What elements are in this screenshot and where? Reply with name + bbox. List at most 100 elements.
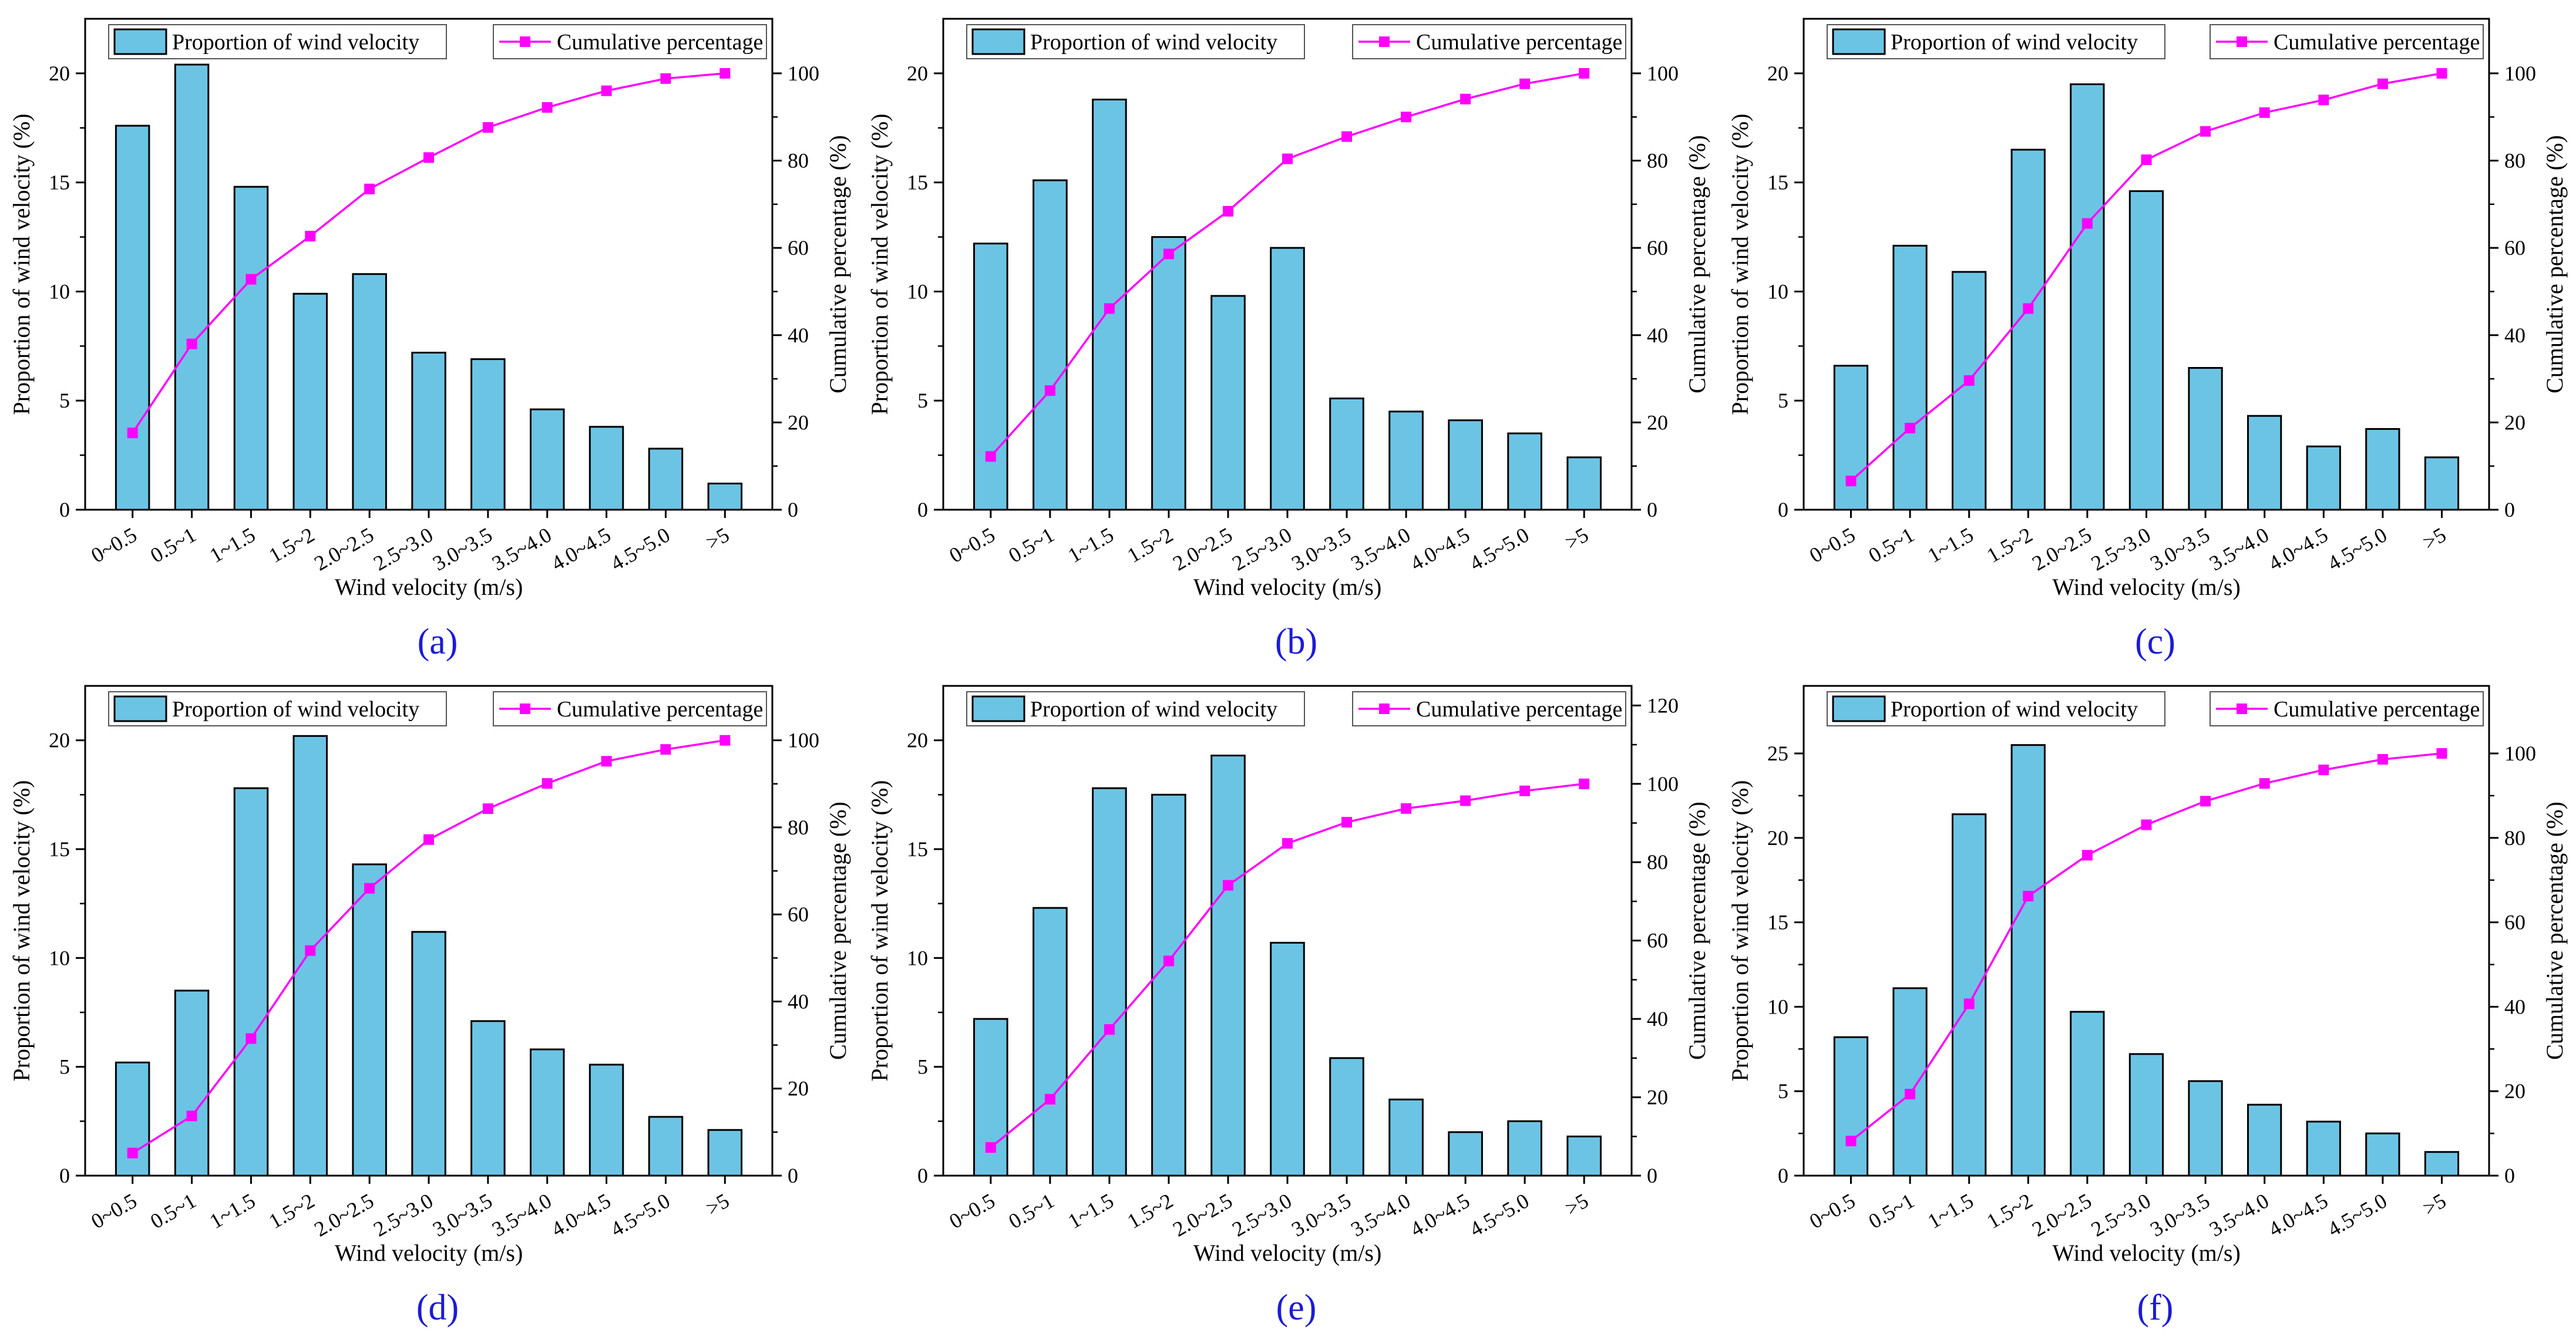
panel-label: (e)	[1276, 1288, 1317, 1328]
cumulative-point	[2141, 819, 2152, 830]
y2-tick-label: 60	[1647, 236, 1668, 260]
cumulative-point	[1401, 803, 1412, 814]
chart-panel-d: 0 5 10 15 20 0 20 40 60 80 100 0~0.5 0.5~1 1~1.5 1.5~2…	[8, 685, 851, 1328]
y-tick-label: 5	[59, 389, 70, 412]
x-tick-label: 0.5~1	[146, 1189, 200, 1233]
bar	[648, 447, 684, 511]
cumulative-point	[1845, 1136, 1857, 1146]
cumulative-point	[601, 756, 612, 767]
chart-panel-e: 0 5 10 15 20 0 20 40 60 80 100 120 0~0.5 0.5~1 1~1.5 1.…	[866, 685, 1710, 1328]
x-tick-label: 4.5~5.0	[2323, 1189, 2391, 1241]
y-tick-label: 10	[1767, 995, 1788, 1018]
bar	[1507, 432, 1542, 511]
cumulative-point	[1223, 206, 1233, 217]
bar	[1270, 247, 1305, 511]
y2-tick-label: 20	[2504, 1079, 2525, 1103]
y2-tick-label: 20	[788, 1077, 809, 1100]
cumulative-point	[305, 945, 316, 956]
x-tick-label: >5	[2419, 523, 2450, 554]
y2-tick-label: 20	[788, 410, 809, 434]
y-tick-label: 15	[907, 837, 928, 861]
cumulative-point	[719, 735, 731, 746]
x-tick-label: 3.5~4.0	[488, 523, 556, 575]
bar	[292, 292, 328, 511]
cumulative-point	[542, 778, 553, 789]
y-tick-label: 20	[907, 62, 928, 85]
x-tick-label: 1.5~2	[1123, 1189, 1176, 1233]
bar	[470, 358, 506, 511]
cumulative-point	[1044, 385, 1055, 396]
y2-tick-label: 80	[2504, 826, 2525, 850]
cumulative-point	[2436, 748, 2447, 759]
bar	[1151, 793, 1186, 1177]
bar	[1952, 271, 1987, 511]
x-tick-label: >5	[1561, 1189, 1592, 1220]
bar	[530, 1048, 565, 1177]
x-tick-label: 3.0~3.5	[2146, 523, 2214, 575]
cumulative-point	[1282, 838, 1293, 849]
y-tick-label: 0	[59, 498, 70, 521]
bar	[1833, 1036, 1869, 1177]
x-tick-label: 3.5~4.0	[488, 1189, 556, 1241]
legend-bar-swatch	[971, 28, 1025, 55]
bar	[1448, 1131, 1483, 1177]
x-tick-label: 0.5~1	[1865, 523, 1918, 567]
x-tick-label: 2.5~3.0	[1228, 1189, 1296, 1241]
x-tick-label: 4.5~5.0	[1465, 1189, 1533, 1241]
x-tick-label: 1.5~2	[1983, 1189, 2036, 1233]
bar	[1892, 244, 1928, 511]
bar	[1210, 295, 1246, 511]
cumulative-point	[1401, 112, 1412, 123]
x-axis-title: Wind velocity (m/s)	[2052, 574, 2241, 600]
x-tick-label: 3.5~4.0	[2205, 523, 2273, 575]
legend-label-bars: Proportion of wind velocity	[172, 697, 419, 722]
x-axis-title: Wind velocity (m/s)	[335, 574, 523, 600]
x-tick-label: 1~1.5	[1064, 1189, 1117, 1233]
x-tick-label: 2.0~2.5	[310, 1189, 378, 1241]
cumulative-point	[1341, 131, 1352, 142]
x-axis-title: Wind velocity (m/s)	[2052, 1240, 2241, 1266]
x-tick-label: >5	[2419, 1189, 2450, 1220]
cumulative-point	[1044, 1093, 1055, 1105]
cumulative-point	[985, 1142, 996, 1153]
y-tick-label: 10	[49, 946, 70, 970]
x-tick-label: 1.5~2	[1983, 523, 2036, 567]
y-axis-title: Proportion of wind velocity (%)	[8, 113, 35, 415]
cumulative-point	[601, 85, 612, 96]
x-tick-label: 3.0~3.5	[1287, 523, 1355, 575]
y2-tick-label: 60	[788, 236, 809, 260]
x-tick-label: 1~1.5	[1064, 523, 1117, 567]
bar	[1329, 398, 1364, 511]
y-tick-label: 15	[1767, 911, 1788, 934]
cumulative-point	[2436, 68, 2447, 79]
y-tick-label: 5	[917, 389, 928, 412]
bar	[2365, 428, 2400, 511]
y-tick-label: 10	[49, 280, 70, 303]
y2-tick-label: 40	[1647, 1007, 1668, 1031]
bar	[973, 243, 1008, 511]
x-tick-label: 3.0~3.5	[429, 523, 496, 575]
y-tick-label: 15	[49, 171, 70, 194]
cumulative-point	[246, 1033, 257, 1044]
cumulative-point	[364, 183, 375, 194]
y-tick-label: 15	[49, 837, 70, 861]
cumulative-point	[2377, 78, 2388, 89]
bar	[2188, 367, 2223, 511]
bar	[2365, 1132, 2400, 1177]
y2-axis-title: Cumulative percentage (%)	[1684, 135, 1710, 393]
y2-tick-label: 40	[788, 324, 809, 347]
bar	[1329, 1057, 1364, 1177]
x-tick-label: 3.0~3.5	[2146, 1189, 2214, 1241]
bar	[1033, 907, 1068, 1177]
y2-tick-label: 60	[2504, 911, 2525, 934]
x-tick-label: 2.5~3.0	[2087, 1189, 2155, 1241]
x-tick-label: 0~0.5	[1805, 523, 1859, 567]
y-axis-title: Proportion of wind velocity (%)	[1727, 780, 1753, 1081]
x-axis-title: Wind velocity (m/s)	[335, 1240, 523, 1266]
chart-panel-c: 0 5 10 15 20 0 20 40 60 80 100 0~0.5 0.5~1 1~1.5 1.5~2…	[1727, 18, 2568, 662]
legend-marker-swatch	[520, 704, 530, 714]
bar	[352, 863, 387, 1177]
x-tick-label: 1~1.5	[206, 523, 259, 567]
legend-label-bars: Proportion of wind velocity	[1030, 697, 1277, 722]
